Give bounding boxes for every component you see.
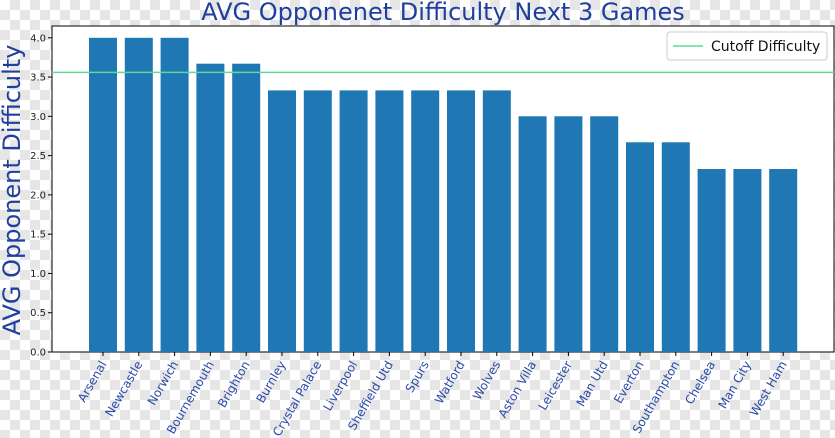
y-tick-label: 2.0 xyxy=(30,190,46,201)
legend-label: Cutoff Difficulty xyxy=(711,39,820,55)
bar-sheffield-utd xyxy=(375,90,404,353)
bar-brighton xyxy=(232,63,261,352)
x-tick-label: Norwich xyxy=(145,359,181,408)
y-tick-label: 3.5 xyxy=(30,73,46,84)
y-tick-label: 1.5 xyxy=(30,230,46,241)
bar-man-city xyxy=(733,169,762,352)
bar-newcastle xyxy=(124,37,153,353)
bar-watford xyxy=(447,90,475,353)
bar-west-ham xyxy=(769,169,798,352)
bar-spurs xyxy=(411,90,440,353)
y-tick-label: 2.5 xyxy=(30,151,46,162)
x-tick-label: Everton xyxy=(611,359,646,406)
legend-box xyxy=(666,31,828,61)
bar-chelsea xyxy=(697,169,726,352)
bar-everton xyxy=(626,142,654,352)
bar-liverpool xyxy=(339,90,368,353)
bar-wolves xyxy=(482,90,511,353)
bar-burnley xyxy=(268,90,296,353)
x-tick-label: Man City xyxy=(716,359,754,412)
y-tick-label: 3.0 xyxy=(30,112,46,123)
x-tick-label: Burnley xyxy=(253,359,288,406)
x-tick-label: West Ham xyxy=(747,359,790,419)
bar-leicester xyxy=(554,116,583,352)
x-tick-label: Man Utd xyxy=(574,359,611,410)
bar-bournemouth xyxy=(196,63,225,352)
y-tick-label: 1.0 xyxy=(30,269,46,280)
bar-man-utd xyxy=(590,116,619,352)
x-tick-label: Spurs xyxy=(403,359,432,395)
x-tick-label: Newcastle xyxy=(102,359,145,420)
bar-norwich xyxy=(160,37,189,353)
legend: Cutoff Difficulty xyxy=(666,31,828,61)
chart-title: AVG Opponenet Difficulty Next 3 Games xyxy=(201,0,685,26)
x-tick-label: Leicester xyxy=(536,358,575,412)
bar-arsenal xyxy=(89,37,117,353)
x-tick-label: Arsenal xyxy=(75,359,110,405)
x-tick-label: Chelsea xyxy=(682,359,718,407)
bar-crystal-palace xyxy=(303,90,332,353)
bar-southampton xyxy=(661,142,690,352)
x-tick-label: Brighton xyxy=(215,359,253,410)
y-tick-label: 4.0 xyxy=(30,33,46,44)
x-tick-label: Liverpool xyxy=(321,359,361,414)
x-tick-label: Wolves xyxy=(470,359,503,403)
y-axis-ticks: 0.0 0.5 1.0 1.5 2.0 2.5 3.0 3.5 4.0 xyxy=(30,33,52,359)
y-tick-label: 0.5 xyxy=(30,308,46,319)
y-axis-label: AVG Opponent Difficulty xyxy=(0,45,26,336)
bars-group xyxy=(89,37,798,353)
x-tick-label: Watford xyxy=(432,359,468,407)
bar-aston-villa xyxy=(518,116,547,352)
y-tick-label: 0.0 xyxy=(30,348,46,359)
